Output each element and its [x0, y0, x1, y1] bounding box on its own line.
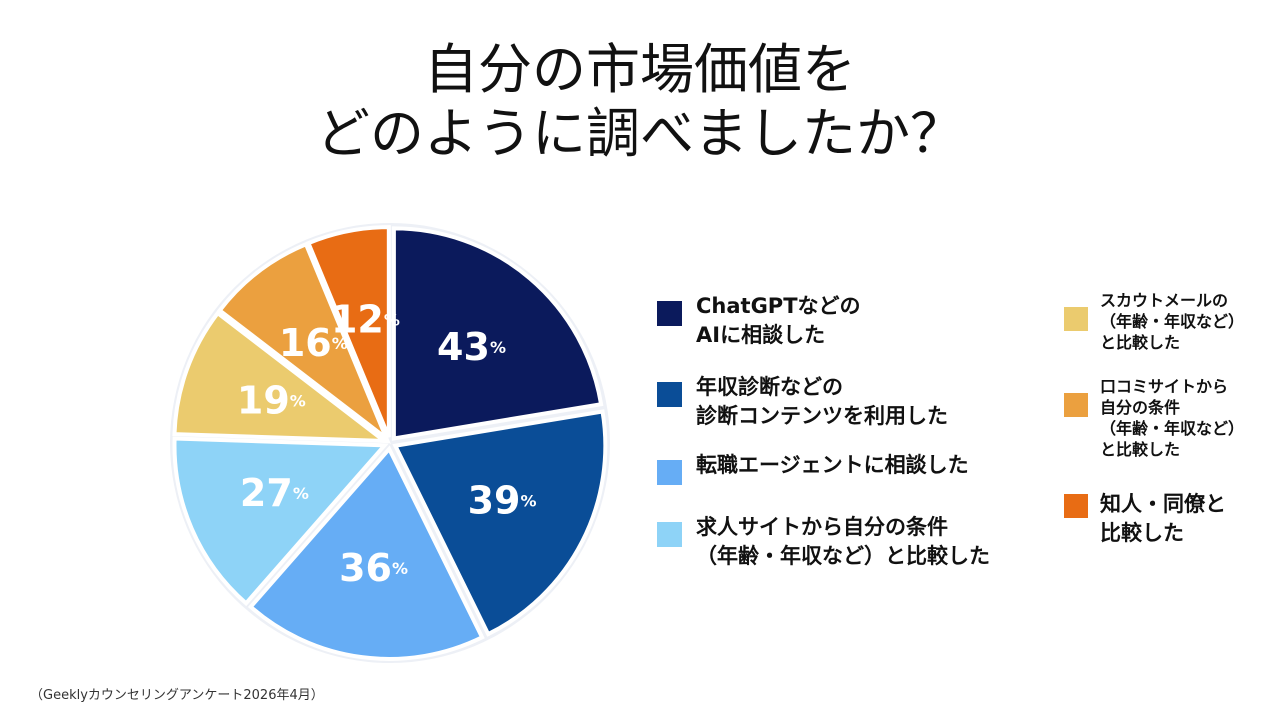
legend-swatch-scout: [1064, 307, 1088, 331]
pie-label-1: 39%: [468, 479, 537, 523]
pie-slice-2: [247, 445, 485, 661]
pie-label-3: 27%: [240, 471, 309, 515]
legend-item-scout: スカウトメールの （年齢・年収など） と比較した: [1064, 290, 1244, 353]
pie-label-5: 16%: [279, 321, 348, 365]
title-line-2: どのように調べましたか？: [316, 102, 964, 165]
legend-swatch-job-site: [657, 522, 682, 547]
pie-label-0: 43%: [437, 325, 506, 369]
legend-item-job-site: 求人サイトから自分の条件 （年齢・年収など）と比較した: [657, 513, 990, 571]
legend-item-diagnosis: 年収診断などの 診断コンテンツを利用した: [657, 373, 948, 431]
legend-label-ai: ChatGPTなどの AIに相談した: [696, 294, 861, 347]
legend-label-job-site: 求人サイトから自分の条件 （年齢・年収など）と比較した: [696, 515, 990, 568]
pie-slice-6: [305, 225, 391, 438]
legend-swatch-review: [1064, 393, 1088, 417]
legend-swatch-ai: [657, 301, 682, 326]
chart-title: 自分の市場価値を どのように調べましたか？: [0, 38, 1280, 166]
pie-label-2: 36%: [339, 546, 408, 590]
pie-slice-5: [216, 241, 392, 445]
pie-slice-1: [392, 409, 608, 637]
pie-label-6: 12%: [331, 297, 400, 341]
legend-item-ai: ChatGPTなどの AIに相談した: [657, 292, 861, 350]
source-note: （Geeklyカウンセリングアンケート2026年4月）: [30, 688, 324, 703]
legend-item-review: 口コミサイトから 自分の条件 （年齢・年収など） と比較した: [1064, 376, 1244, 460]
legend-label-diagnosis: 年収診断などの 診断コンテンツを利用した: [696, 375, 948, 428]
pie-slice-3: [172, 436, 389, 607]
pie-label-4: 19%: [237, 379, 306, 423]
legend-swatch-diagnosis: [657, 382, 682, 407]
legend-swatch-agent: [657, 460, 682, 485]
legend-item-agent: 転職エージェントに相談した: [657, 451, 969, 485]
legend-label-review: 口コミサイトから 自分の条件 （年齢・年収など） と比較した: [1100, 377, 1245, 459]
title-line-1: 自分の市場価値を: [424, 38, 856, 101]
pie-slice-4: [172, 310, 391, 444]
legend-label-scout: スカウトメールの （年齢・年収など） と比較した: [1100, 291, 1245, 352]
legend-label-colleague: 知人・同僚と 比較した: [1100, 492, 1226, 545]
legend-swatch-colleague: [1064, 494, 1088, 518]
legend-label-agent: 転職エージェントに相談した: [696, 453, 969, 477]
legend-item-colleague: 知人・同僚と 比較した: [1064, 490, 1226, 548]
pie-slice-0: [391, 226, 604, 441]
